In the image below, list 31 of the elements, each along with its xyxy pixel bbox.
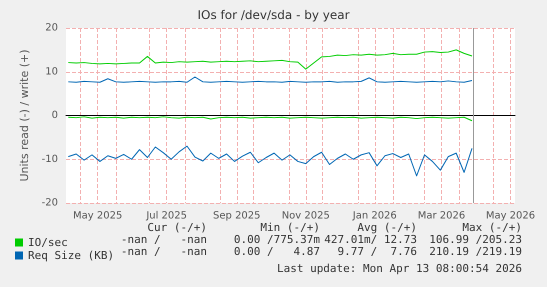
y-tick-label: -10 — [42, 154, 58, 165]
line-series — [68, 49, 473, 70]
text: Last update: Mon Apr 13 08:00:54 2026 — [276, 262, 522, 275]
text: 427.01m/ 12.73 — [324, 233, 417, 246]
text: -nan / -nan — [120, 233, 207, 246]
legend-label: IO/sec — [28, 236, 68, 249]
y-tick-label: 10 — [45, 66, 58, 78]
chart-title: IOs for /dev/sda - by year — [197, 8, 350, 22]
y-tick-label: 0 — [52, 110, 58, 121]
text: 106.99 /205.23 — [429, 233, 522, 246]
x-tick-label: Jan 2026 — [352, 210, 397, 222]
x-tick-label: Mar 2026 — [418, 210, 466, 222]
y-axis-title: Units read (-) / write (+) — [18, 49, 31, 182]
x-tick-label: May 2025 — [73, 210, 122, 222]
text: 9.77 / 7.76 — [338, 245, 417, 258]
text: 210.19 /219.19 — [429, 245, 522, 258]
x-tick-label: Sep 2025 — [213, 210, 261, 222]
y-tick-label: 20 — [45, 22, 58, 34]
text: Cur (-/+) — [147, 221, 207, 234]
y-tick-label: -20 — [42, 198, 58, 208]
x-tick-label: Jul 2025 — [145, 210, 188, 222]
text: Min (-/+) — [260, 221, 320, 234]
x-tick-label: May 2026 — [486, 210, 536, 222]
text: -nan / -nan — [120, 245, 207, 258]
legend-label: Req Size (KB) — [28, 249, 114, 262]
text: 0.00 / 4.87 — [234, 245, 320, 258]
x-tick-label: Nov 2025 — [282, 210, 330, 222]
text: Max (-/+) — [462, 221, 522, 234]
text: Avg (-/+) — [357, 221, 417, 234]
text: 0.00 /775.37m — [234, 233, 320, 246]
line-series — [68, 146, 473, 176]
